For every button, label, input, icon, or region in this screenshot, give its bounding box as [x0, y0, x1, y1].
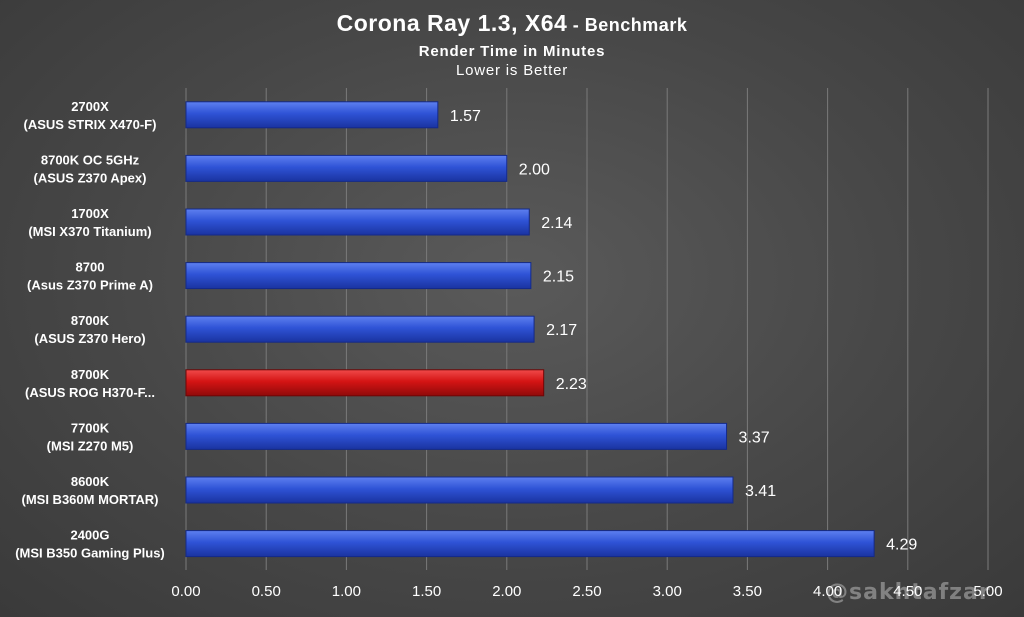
watermark: @sakhtafzar [826, 580, 991, 605]
category-label: 2700X (ASUS STRIX X470-F) [24, 99, 157, 132]
bar [185, 530, 875, 558]
x-tick-label: 2.00 [492, 583, 521, 600]
value-label: 2.14 [541, 215, 572, 232]
category-label: 8700K (ASUS ROG H370-F... [25, 367, 155, 400]
category-line-1: 8700K [71, 367, 110, 382]
x-tick-label: 5.00 [973, 583, 1002, 600]
x-tick-label: 1.50 [412, 583, 441, 600]
category-label: 7700K (MSI Z270 M5) [47, 420, 134, 453]
x-tick-label: 4.50 [893, 583, 922, 600]
category-line-2: (ASUS STRIX X470-F) [24, 117, 157, 132]
x-tick-label: 3.00 [653, 583, 682, 600]
value-label: 2.00 [519, 161, 550, 178]
chart-title-suffix: - Benchmark [567, 15, 688, 35]
bar [185, 101, 439, 129]
bar [185, 208, 530, 236]
bar [185, 315, 535, 343]
labels: 0.00 0.50 1.00 1.50 2.00 2.50 3.00 3.50 4.00 4.50… [15, 99, 1002, 600]
category-line-2: (ASUS Z370 Apex) [34, 170, 147, 185]
category-label: 8700 (Asus Z370 Prime A) [27, 260, 153, 293]
x-tick-label: 0.50 [252, 583, 281, 600]
x-tick-label: 4.00 [813, 583, 842, 600]
value-label: 3.37 [739, 429, 770, 446]
bar [185, 154, 508, 182]
category-line-1: 7700K [71, 420, 110, 435]
category-label: 2400G (MSI B350 Gaming Plus) [15, 528, 165, 561]
category-label: 8700K (ASUS Z370 Hero) [34, 313, 145, 346]
category-line-2: (MSI Z270 M5) [47, 438, 134, 453]
category-line-1: 8700K [71, 313, 110, 328]
value-label: 2.15 [543, 269, 574, 286]
chart-subtitle: Render Time in Minutes [418, 43, 606, 60]
category-line-1: 8700 [76, 260, 105, 275]
x-tick-label: 0.00 [171, 583, 200, 600]
bars [185, 101, 875, 558]
category-line-2: (MSI X370 Titanium) [28, 224, 151, 239]
value-label: 1.57 [450, 108, 481, 125]
bar-highlight [185, 369, 545, 397]
value-label: 3.41 [745, 483, 776, 500]
x-tick-label: 1.00 [332, 583, 361, 600]
chart-titles: Corona Ray 1.3, X64 - Benchmark Render T… [0, 8, 1024, 80]
category-line-2: (ASUS Z370 Hero) [34, 331, 145, 346]
x-tick-label: 3.50 [733, 583, 762, 600]
category-line-1: 2400G [70, 528, 109, 543]
chart-note: Lower is Better [455, 62, 569, 79]
bar [185, 476, 734, 504]
category-line-1: 8700K OC 5GHz [41, 152, 140, 167]
value-label: 2.23 [556, 376, 587, 393]
x-tick-label: 2.50 [572, 583, 601, 600]
category-label: 8600K (MSI B360M MORTAR) [22, 474, 159, 507]
category-line-2: (MSI B360M MORTAR) [22, 492, 159, 507]
category-line-2: (Asus Z370 Prime A) [27, 278, 153, 293]
category-label: 1700X (MSI X370 Titanium) [28, 206, 151, 239]
value-label: 2.17 [546, 322, 577, 339]
category-line-1: 2700X [71, 99, 109, 114]
category-label: 8700K OC 5GHz (ASUS Z370 Apex) [34, 152, 147, 185]
category-line-1: 8600K [71, 474, 110, 489]
chart-title: Corona Ray 1.3, X64 - Benchmark [0, 8, 1024, 40]
category-line-2: (ASUS ROG H370-F... [25, 385, 155, 400]
value-label: 4.29 [886, 537, 917, 554]
bar [185, 422, 728, 450]
category-line-1: 1700X [71, 206, 109, 221]
chart-title-main: Corona Ray 1.3, X64 [336, 10, 568, 36]
category-line-2: (MSI B350 Gaming Plus) [15, 546, 165, 561]
bar [185, 262, 532, 290]
